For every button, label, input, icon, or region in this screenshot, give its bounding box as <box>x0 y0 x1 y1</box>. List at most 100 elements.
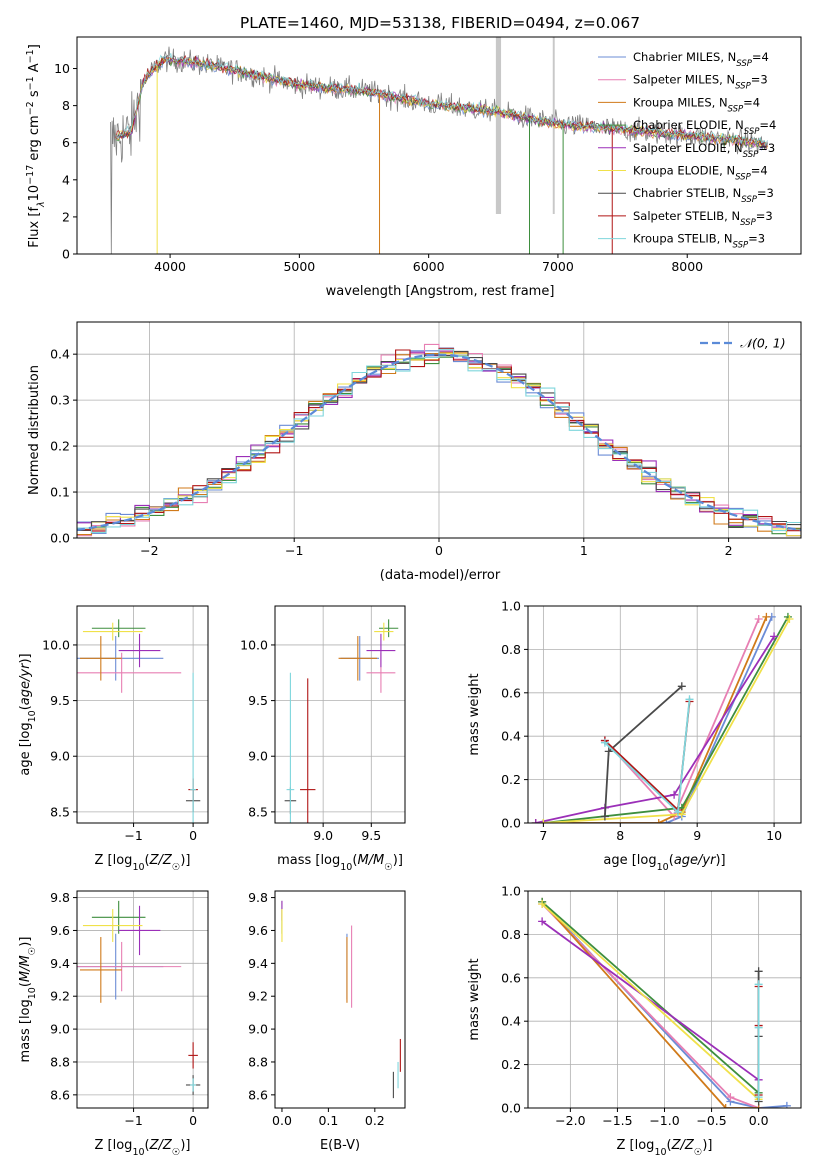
plot-area <box>281 900 401 1099</box>
y-tick-label: 0.6 <box>501 685 521 700</box>
y-tick-label: 8.5 <box>50 804 70 819</box>
weight-point <box>770 632 779 641</box>
weight-point <box>670 790 679 799</box>
x-tick-label: 4000 <box>154 259 186 274</box>
y-tick-label: 4 <box>62 172 70 187</box>
legend-label-base: Chabrier MILES, N <box>633 50 736 64</box>
label-part: )] <box>715 853 725 868</box>
weight-point <box>762 612 771 621</box>
legend-label: Chabrier ELODIE, NSSP=4 <box>633 118 776 137</box>
x-tick-label: 9 <box>693 828 701 843</box>
legend-label-sub: SSP <box>741 195 757 205</box>
label-part: 10 <box>340 862 352 873</box>
label-part: −1 <box>25 76 36 90</box>
y-tick-label: 0.4 <box>50 347 70 362</box>
grid-lines <box>275 606 405 823</box>
y-tick-label: 1.0 <box>501 599 521 614</box>
legend-label: Kroupa ELODIE, NSSP=4 <box>633 164 768 183</box>
legend-label-sub: SSP <box>735 82 751 92</box>
y-tick-label: 1.0 <box>501 884 521 899</box>
label-part: )] <box>393 853 403 868</box>
y-axis-label: age [log10(age/yr)] <box>18 653 38 775</box>
y-tick-label: 0.4 <box>501 1014 521 1029</box>
weight-point <box>539 819 548 823</box>
plot-area <box>531 612 794 823</box>
residual-legend: 𝒩(0, 1) <box>700 336 786 351</box>
axes-frame <box>274 890 406 1109</box>
label-part: Normed distribution <box>27 365 42 495</box>
label-part: λ <box>36 201 47 208</box>
x-tick-label: −1.5 <box>602 1113 632 1128</box>
x-axis-label: wavelength [Angstrom, rest frame] <box>326 284 555 299</box>
plot-area <box>77 619 201 823</box>
label-part: ( <box>667 1138 672 1153</box>
weight-line <box>541 901 759 1108</box>
weight-point <box>600 812 609 821</box>
panel-age_vs_mass: 9.0 9.5 8.5 9.0 9.5 10.0 mass [log10(M/M☉)] <box>240 605 406 873</box>
label-part: ( <box>669 853 674 868</box>
x-tick-label: 8 <box>616 828 624 843</box>
y-tick-label: 9.5 <box>50 693 70 708</box>
axes-frame <box>274 605 406 824</box>
weight-point <box>754 615 763 624</box>
legend-label: Salpeter ELODIE, NSSP=3 <box>633 141 775 160</box>
plot-area <box>77 900 201 1095</box>
legend-label-base: Kroupa ELODIE, N <box>633 164 735 178</box>
x-tick-label: 0 <box>189 828 197 843</box>
label-part: mass [log <box>277 853 340 868</box>
label-part: )] <box>180 853 190 868</box>
label-part: age/yr <box>674 853 717 868</box>
legend-label-sub: SSP <box>740 218 756 228</box>
label-part: 10 <box>27 987 38 999</box>
label-part: )] <box>18 653 33 663</box>
weight-point <box>754 1093 763 1102</box>
legend-label-base: Salpeter STELIB, N <box>633 209 740 223</box>
plot-area <box>110 37 768 254</box>
x-tick-label: 0.2 <box>365 1113 385 1128</box>
axes-frame <box>76 36 802 255</box>
x-tick-label: 0 <box>189 1113 197 1128</box>
legend-label-tail: =3 <box>756 209 773 223</box>
weight-point <box>600 738 609 747</box>
legend-label-base: Chabrier STELIB, N <box>633 186 741 200</box>
y-tick-label: 9.8 <box>50 890 70 905</box>
y-tick-label: 9.0 <box>50 1022 70 1037</box>
y-axis-label: mass weight <box>467 673 482 755</box>
label-part: ( <box>352 853 357 868</box>
y-axis-label: Normed distribution <box>27 365 42 495</box>
y-tick-label: 0.8 <box>501 927 521 942</box>
x-tick-label: 7 <box>539 828 547 843</box>
weight-point <box>654 819 663 823</box>
label-part: mass [log <box>18 999 33 1062</box>
label-part: −17 <box>25 165 36 185</box>
weight-point <box>754 1023 763 1032</box>
model-spectrum <box>115 53 768 147</box>
y-tick-label: 10.0 <box>42 637 70 652</box>
label-part: Flux [f <box>27 207 42 248</box>
legend-label-sub: SSP <box>736 59 752 69</box>
y-tick-label: 0.0 <box>501 816 521 831</box>
label-part: age [log <box>603 853 656 868</box>
x-tick-label: 0.1 <box>318 1113 338 1128</box>
weight-point <box>785 615 794 624</box>
label-part: ( <box>18 982 33 987</box>
normal-reference-curve <box>77 353 801 531</box>
legend-label-sub: SSP <box>728 104 744 114</box>
x-axis-label: (data-model)/error <box>380 568 501 583</box>
y-tick-label: 10.0 <box>240 637 268 652</box>
legend-label-sub: SSP <box>744 127 760 137</box>
label-part: mass weight <box>467 673 482 755</box>
legend-label-base: Kroupa MILES, N <box>633 95 728 109</box>
axes: −2.0 −1.5 −1.0 −0.5 0.0 0.0 0.2 0.4 0.6 0.8 1.0 <box>501 884 802 1128</box>
x-tick-label: −2 <box>140 543 158 558</box>
x-tick-label: 8000 <box>671 259 703 274</box>
panel-age_vs_Z: −1 08.59.09.510.0Z [log10(Z/Z☉)]age [log1… <box>18 605 209 873</box>
legend-label: 𝒩(0, 1) <box>740 336 786 351</box>
legend-label-base: Kroupa STELIB, N <box>633 232 733 246</box>
y-tick-label: 0.0 <box>50 531 70 546</box>
weight-point <box>677 682 686 691</box>
